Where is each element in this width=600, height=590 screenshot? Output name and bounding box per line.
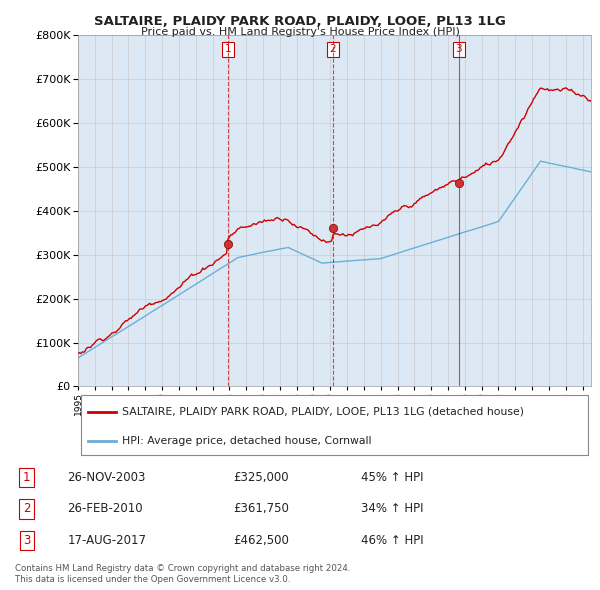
Text: £361,750: £361,750 — [233, 503, 289, 516]
Text: 17-AUG-2017: 17-AUG-2017 — [67, 534, 146, 547]
Text: SALTAIRE, PLAIDY PARK ROAD, PLAIDY, LOOE, PL13 1LG (detached house): SALTAIRE, PLAIDY PARK ROAD, PLAIDY, LOOE… — [122, 407, 524, 417]
Text: HPI: Average price, detached house, Cornwall: HPI: Average price, detached house, Corn… — [122, 436, 371, 446]
Text: 3: 3 — [455, 44, 462, 54]
Text: Contains HM Land Registry data © Crown copyright and database right 2024.: Contains HM Land Registry data © Crown c… — [15, 565, 350, 573]
Text: 34% ↑ HPI: 34% ↑ HPI — [361, 503, 424, 516]
Text: 26-NOV-2003: 26-NOV-2003 — [67, 471, 146, 484]
Text: 26-FEB-2010: 26-FEB-2010 — [67, 503, 143, 516]
Text: 1: 1 — [224, 44, 231, 54]
Text: 45% ↑ HPI: 45% ↑ HPI — [361, 471, 424, 484]
FancyBboxPatch shape — [80, 395, 589, 455]
Text: £462,500: £462,500 — [233, 534, 289, 547]
Text: SALTAIRE, PLAIDY PARK ROAD, PLAIDY, LOOE, PL13 1LG: SALTAIRE, PLAIDY PARK ROAD, PLAIDY, LOOE… — [94, 15, 506, 28]
Text: Price paid vs. HM Land Registry's House Price Index (HPI): Price paid vs. HM Land Registry's House … — [140, 27, 460, 37]
Text: £325,000: £325,000 — [233, 471, 289, 484]
Text: 2: 2 — [23, 503, 30, 516]
Text: 3: 3 — [23, 534, 30, 547]
Text: 46% ↑ HPI: 46% ↑ HPI — [361, 534, 424, 547]
Text: 2: 2 — [329, 44, 336, 54]
Text: This data is licensed under the Open Government Licence v3.0.: This data is licensed under the Open Gov… — [15, 575, 290, 584]
Text: 1: 1 — [23, 471, 30, 484]
